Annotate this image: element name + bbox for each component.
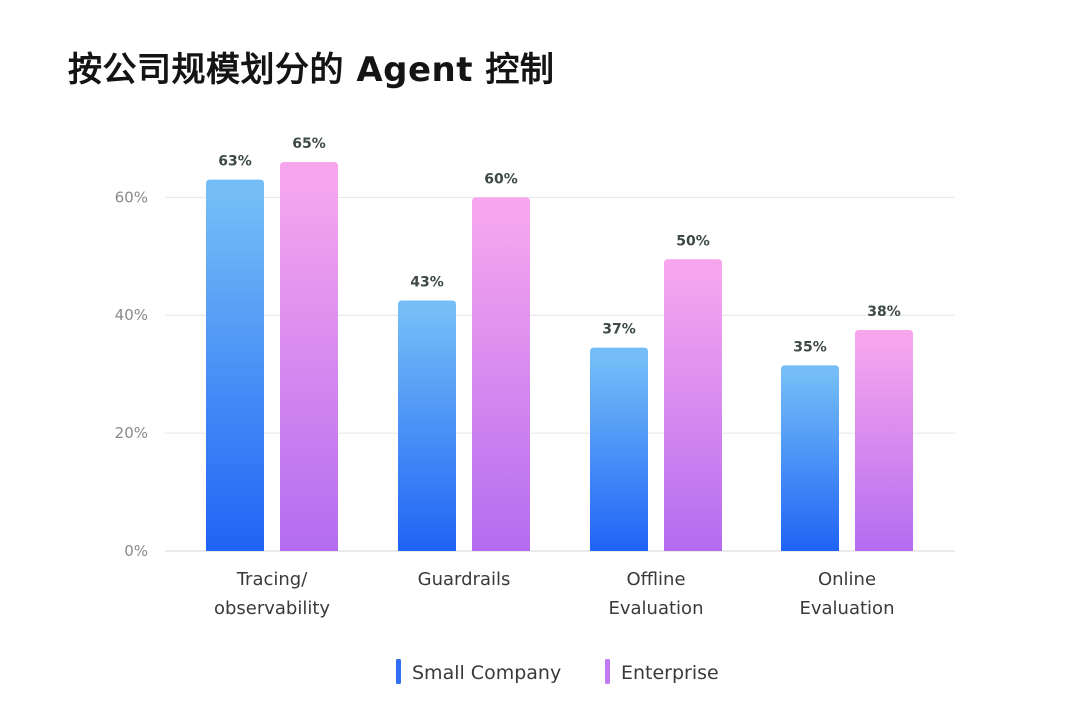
chart-title: 按公司规模划分的 Agent 控制 [68,50,555,90]
legend-swatch-enterprise [605,659,610,684]
legend-label: Enterprise [621,662,719,684]
data-label: 50% [676,233,710,249]
bar-enterprise [472,197,530,551]
bar-enterprise [280,162,338,551]
data-label: 43% [410,275,444,291]
data-label: 38% [867,304,901,320]
x-tick-label: Online Evaluation [800,569,895,619]
y-tick-label: 40% [115,306,148,324]
y-tick-label: 60% [115,188,148,206]
data-label: 35% [793,339,827,355]
x-tick-label: Tracing/observability [214,569,330,619]
data-label: 60% [484,171,518,187]
data-label: 65% [292,136,326,152]
y-tick-label: 20% [115,424,148,442]
x-tick-label: Offline Evaluation [609,569,704,619]
x-tick-label: Guardrails [418,569,511,590]
bar-enterprise [855,329,913,551]
bar-small-company [781,365,839,551]
y-tick-label: 0% [124,542,148,560]
data-label: 63% [218,154,252,170]
legend-swatch-small-company [396,659,401,684]
bar-small-company [398,300,456,551]
bar-small-company [206,179,264,551]
legend-label: Small Company [412,662,561,684]
bar-small-company [590,347,648,551]
bar-enterprise [664,259,722,551]
data-label: 37% [602,322,636,338]
